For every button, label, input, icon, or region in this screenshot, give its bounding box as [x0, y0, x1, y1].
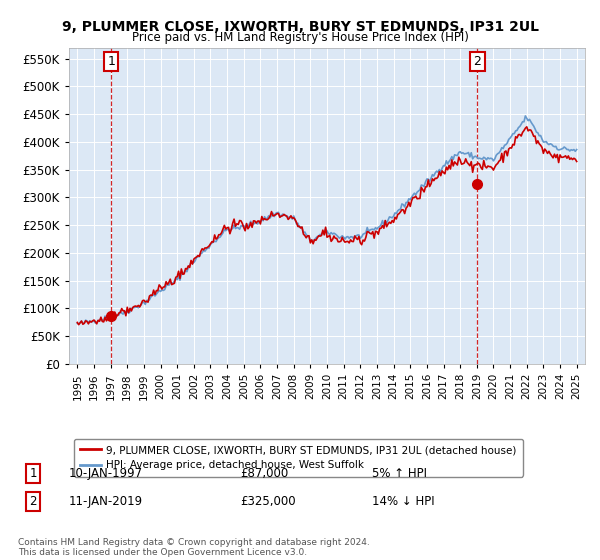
Text: 11-JAN-2019: 11-JAN-2019 [69, 494, 143, 508]
Text: 14% ↓ HPI: 14% ↓ HPI [372, 494, 434, 508]
Text: 1: 1 [29, 466, 37, 480]
Text: 2: 2 [29, 494, 37, 508]
Text: 9, PLUMMER CLOSE, IXWORTH, BURY ST EDMUNDS, IP31 2UL: 9, PLUMMER CLOSE, IXWORTH, BURY ST EDMUN… [62, 20, 539, 34]
Legend: 9, PLUMMER CLOSE, IXWORTH, BURY ST EDMUNDS, IP31 2UL (detached house), HPI: Aver: 9, PLUMMER CLOSE, IXWORTH, BURY ST EDMUN… [74, 439, 523, 477]
Text: Contains HM Land Registry data © Crown copyright and database right 2024.
This d: Contains HM Land Registry data © Crown c… [18, 538, 370, 557]
Text: 1: 1 [107, 55, 115, 68]
Text: £325,000: £325,000 [240, 494, 296, 508]
Text: 2: 2 [473, 55, 481, 68]
Text: Price paid vs. HM Land Registry's House Price Index (HPI): Price paid vs. HM Land Registry's House … [131, 31, 469, 44]
Text: 10-JAN-1997: 10-JAN-1997 [69, 466, 143, 480]
Text: £87,000: £87,000 [240, 466, 288, 480]
Text: 5% ↑ HPI: 5% ↑ HPI [372, 466, 427, 480]
